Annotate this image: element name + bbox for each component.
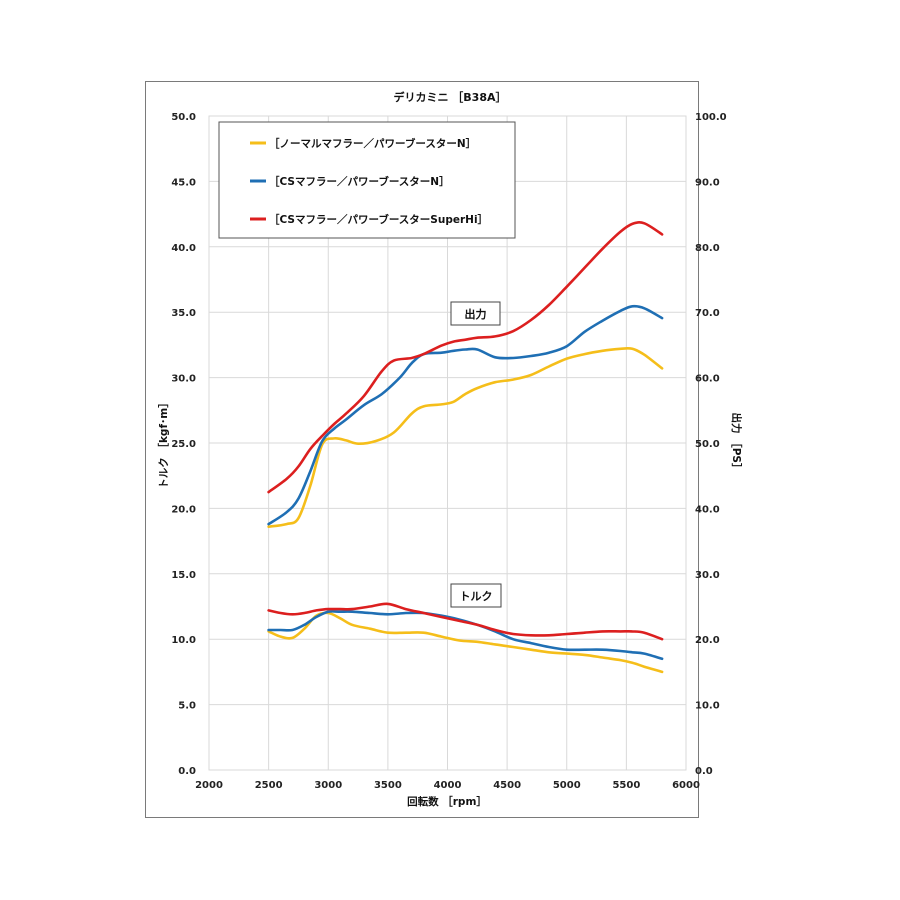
y-axis-label-left: トルク ［kgf･m］: [157, 397, 170, 488]
y-right-tick-label: 60.0: [695, 374, 720, 385]
series-line-power-superhi: [267, 221, 664, 494]
y-left-tick-label: 40.0: [171, 243, 196, 254]
annotation-torque-label: トルク: [460, 590, 493, 603]
series-layer: [267, 221, 664, 674]
y-right-tick-label: 80.0: [695, 243, 720, 254]
y-left-tick-label: 30.0: [171, 374, 196, 385]
y-right-tick-label: 100.0: [695, 112, 727, 123]
y-left-tick-label: 35.0: [171, 308, 196, 319]
annotation-power-label: 出力: [465, 307, 487, 321]
y-left-tick-label: 20.0: [171, 504, 196, 515]
x-tick-label: 6000: [672, 780, 700, 791]
tick-layer: 0.0 0.0 5.0 10.0 10.0 20.0 15.0 30.0 20.0 40.0 25.…: [171, 112, 726, 791]
x-tick-label: 4000: [434, 780, 462, 791]
annotation-power: 出力: [450, 301, 501, 326]
annotation-torque-box: [450, 583, 502, 608]
annotation-power-box: [450, 301, 501, 326]
x-tick-label: 3500: [374, 780, 402, 791]
y-right-tick-label: 70.0: [695, 308, 720, 319]
series-line-power-cs: [267, 304, 664, 526]
x-tick-label: 5000: [553, 780, 581, 791]
y-right-tick-label: 0.0: [695, 766, 713, 777]
legend: ［ノーマルマフラー／パワーブースターN］ ［CSマフラー／パワーブースターN］ …: [218, 121, 516, 239]
y-right-tick-label: 50.0: [695, 439, 720, 450]
annotation-torque: トルク: [450, 583, 502, 608]
y-axis-label-right: 出力 ［PS］: [730, 413, 743, 474]
x-tick-label: 2500: [255, 780, 283, 791]
legend-label-normal: ［ノーマルマフラー／パワーブースターN］: [269, 137, 476, 150]
y-right-tick-label: 40.0: [695, 504, 720, 515]
y-left-tick-label: 50.0: [171, 112, 196, 123]
y-right-tick-label: 30.0: [695, 570, 720, 581]
series-line-power-normal: [267, 346, 664, 528]
legend-label-superhi: ［CSマフラー／パワーブースターSuperHi］: [269, 213, 488, 226]
y-left-tick-label: 0.0: [178, 766, 196, 777]
y-left-tick-label: 5.0: [178, 701, 196, 712]
legend-label-cs: ［CSマフラー／パワーブースターN］: [269, 175, 450, 188]
legend-box: [218, 121, 516, 239]
chart-title: デリカミニ ［B38A］: [393, 90, 506, 104]
y-right-tick-label: 10.0: [695, 701, 720, 712]
y-left-tick-label: 15.0: [171, 570, 196, 581]
x-tick-label: 5500: [612, 780, 640, 791]
series-line-torque-superhi: [267, 602, 664, 641]
series-line-torque-cs: [267, 610, 664, 661]
x-tick-label: 3000: [314, 780, 342, 791]
y-right-tick-label: 20.0: [695, 635, 720, 646]
y-left-tick-label: 25.0: [171, 439, 196, 450]
x-axis-label: 回転数 ［rpm］: [407, 795, 487, 808]
x-tick-label: 4500: [493, 780, 521, 791]
y-left-tick-label: 10.0: [171, 635, 196, 646]
x-tick-label: 2000: [195, 780, 223, 791]
y-right-tick-label: 90.0: [695, 177, 720, 188]
y-left-tick-label: 45.0: [171, 177, 196, 188]
